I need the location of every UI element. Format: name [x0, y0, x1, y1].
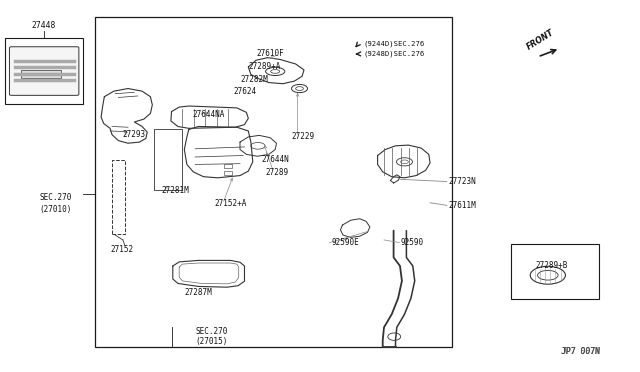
- Text: 27229: 27229: [291, 132, 314, 141]
- Text: 27289+A: 27289+A: [248, 62, 281, 71]
- Text: 27624: 27624: [234, 87, 257, 96]
- Text: 27723N: 27723N: [448, 177, 476, 186]
- Text: 27289+B: 27289+B: [536, 261, 568, 270]
- Text: 27610F: 27610F: [256, 49, 284, 58]
- Bar: [95, 17, 452, 347]
- Text: JP7 007N: JP7 007N: [561, 347, 600, 356]
- Text: 27152: 27152: [110, 246, 133, 254]
- Text: 27287M: 27287M: [184, 288, 212, 296]
- Text: SEC.270: SEC.270: [195, 327, 227, 336]
- Text: 27644NA: 27644NA: [192, 110, 225, 119]
- Text: 92590E: 92590E: [332, 238, 359, 247]
- Text: SEC.270: SEC.270: [40, 193, 72, 202]
- Text: 27282M: 27282M: [240, 75, 268, 84]
- Text: 27152+A: 27152+A: [214, 199, 247, 208]
- Text: FRONT: FRONT: [525, 28, 556, 51]
- Text: 27281M: 27281M: [161, 186, 189, 195]
- Text: 27448: 27448: [31, 21, 56, 30]
- Bar: [154, 129, 182, 190]
- Text: 27644N: 27644N: [261, 155, 289, 164]
- Text: (9244D)SEC.276: (9244D)SEC.276: [364, 41, 425, 47]
- Text: 27293: 27293: [123, 130, 146, 139]
- Text: 27611M: 27611M: [448, 201, 476, 210]
- Bar: [224, 171, 232, 175]
- Text: 92590: 92590: [401, 238, 424, 247]
- Bar: [21, 70, 61, 78]
- Text: (9248D)SEC.276: (9248D)SEC.276: [364, 51, 425, 57]
- Bar: [112, 160, 125, 234]
- FancyBboxPatch shape: [10, 47, 79, 95]
- Bar: [5, 38, 83, 104]
- Text: (27010): (27010): [40, 205, 72, 214]
- Text: (27015): (27015): [195, 337, 227, 346]
- Bar: [511, 244, 599, 299]
- Bar: [224, 164, 232, 168]
- Text: 27289: 27289: [266, 169, 289, 177]
- Text: JP7 007N: JP7 007N: [561, 347, 600, 356]
